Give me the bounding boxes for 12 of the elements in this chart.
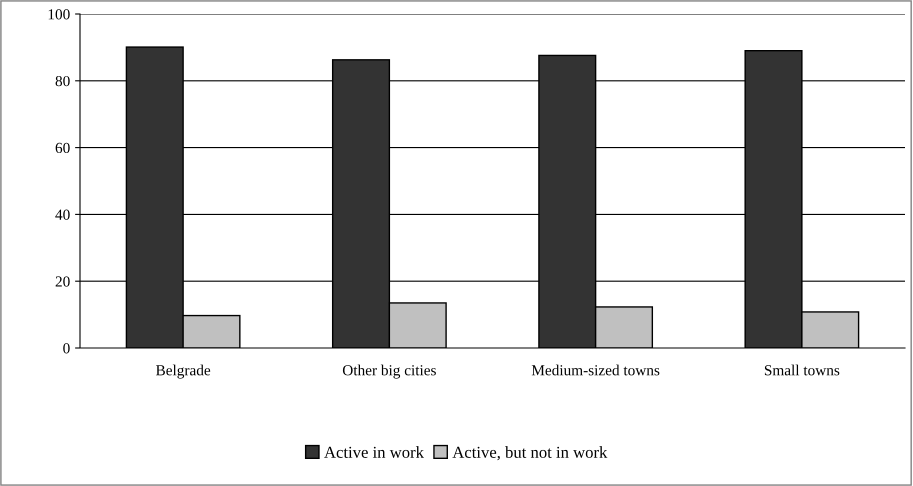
y-tick-label: 0 — [63, 343, 70, 354]
y-tick-label: 20 — [56, 276, 70, 287]
legend-label: Active, but not in work — [452, 446, 608, 460]
y-tick-label: 100 — [48, 9, 70, 20]
x-tick-label: Medium-sized towns — [532, 364, 660, 376]
x-tick-label: Belgrade — [156, 364, 210, 379]
y-tick-label: 80 — [56, 76, 70, 86]
legend-label: Active in work — [324, 446, 424, 458]
y-tick-label: 40 — [55, 210, 70, 220]
x-tick-label: Other big cities — [342, 364, 436, 379]
x-tick-label: Small towns — [764, 364, 840, 376]
y-tick-label: 60 — [56, 142, 70, 154]
